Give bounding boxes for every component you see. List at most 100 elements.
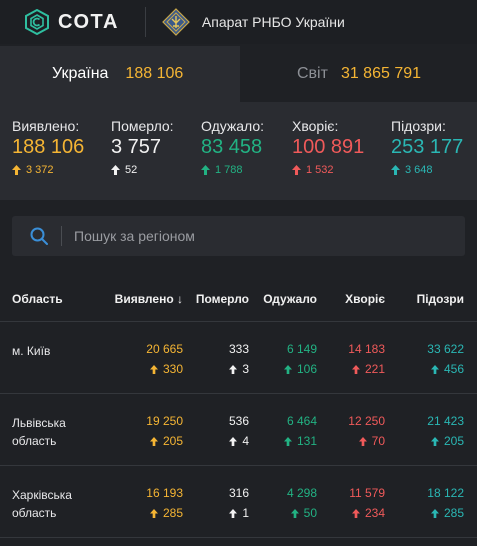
- cell-delta-value: 285: [162, 506, 183, 520]
- cell-delta: 285: [149, 506, 183, 520]
- stat-label: Підозри:: [391, 118, 446, 134]
- cell-value: 6 464: [286, 414, 317, 428]
- column-header-detected[interactable]: Виявлено ↓: [115, 292, 183, 306]
- arrow-up-icon: [430, 436, 439, 446]
- table-row[interactable]: м. Київ 20 665 330 333 3 6 149 106 14 183 221 33 …: [0, 322, 477, 394]
- cell-value: 18 122: [427, 486, 464, 500]
- cell-delta-value: 285: [443, 506, 464, 520]
- stat-value: 100 891: [292, 136, 365, 158]
- cell-delta-value: 70: [371, 434, 385, 448]
- arrow-up-icon: [12, 165, 21, 175]
- table-row[interactable]: Харківська область 16 193 285 316 1 4 298 50 11…: [0, 466, 477, 538]
- stat-delta: 1 788: [201, 164, 292, 176]
- column-header-recovered[interactable]: Одужало: [263, 292, 317, 306]
- sota-logo-icon: [25, 9, 49, 35]
- arrow-up-icon: [201, 165, 210, 175]
- cell-delta: 330: [149, 362, 183, 376]
- cell-delta-value: 131: [296, 434, 317, 448]
- cell-value: 21 423: [427, 414, 464, 428]
- sota-logo[interactable]: СОТА: [24, 9, 119, 35]
- brand-name: СОТА: [58, 10, 119, 33]
- cell-value: 20 665: [146, 342, 183, 356]
- cell-delta: 3: [229, 362, 249, 376]
- arrow-up-icon: [111, 165, 120, 175]
- cell-delta: 285: [430, 506, 464, 520]
- stat-delta-value: 1 532: [306, 164, 334, 176]
- table-header: Область Виявлено ↓ Померло Одужало Хворі…: [0, 274, 477, 322]
- column-header-deaths[interactable]: Померло: [195, 292, 249, 306]
- arrow-up-icon: [283, 364, 292, 374]
- stat-value: 188 106: [12, 136, 85, 158]
- cell-delta: 456: [430, 362, 464, 376]
- summary-stats: Виявлено: 188 106 3 372 Померло: 3 757 5…: [0, 102, 477, 200]
- cell-value: 4 298: [286, 486, 317, 500]
- stat-delta: 52: [111, 164, 201, 176]
- arrow-up-icon: [149, 436, 158, 446]
- tab-world[interactable]: Світ 31 865 791: [240, 46, 477, 102]
- column-header-sick[interactable]: Хворіє: [345, 292, 385, 306]
- sort-arrow-down-icon: ↓: [177, 292, 183, 306]
- cell-delta-value: 456: [443, 362, 464, 376]
- stat-value: 253 177: [391, 136, 464, 158]
- cell-delta: 106: [283, 362, 317, 376]
- stat-delta-value: 3 648: [405, 164, 433, 176]
- cell-delta-value: 330: [162, 362, 183, 376]
- arrow-up-icon: [149, 508, 158, 518]
- cell-value: 536: [228, 414, 249, 428]
- cell-value: 14 183: [348, 342, 385, 356]
- rnbo-emblem-icon: [162, 8, 190, 36]
- tab-label: Світ: [297, 65, 328, 82]
- arrow-up-icon: [149, 364, 158, 374]
- region-tabs: Україна 188 106 Світ 31 865 791: [0, 46, 477, 102]
- arrow-up-icon: [283, 436, 292, 446]
- column-header-region[interactable]: Область: [12, 292, 63, 306]
- region-name: м. Київ: [12, 344, 51, 358]
- cell-value: 19 250: [146, 414, 183, 428]
- stat-delta: 3 372: [12, 164, 111, 176]
- cell-delta: 70: [358, 434, 385, 448]
- cell-delta-value: 4: [242, 434, 249, 448]
- cell-delta: 221: [351, 362, 385, 376]
- column-header-label: Виявлено: [114, 292, 174, 306]
- cell-delta-value: 221: [364, 362, 385, 376]
- stat-suspected: Підозри: 253 177 3 648: [391, 118, 471, 198]
- column-header-suspected[interactable]: Підозри: [416, 292, 464, 306]
- search-icon[interactable]: [30, 227, 48, 245]
- cell-delta-value: 234: [364, 506, 385, 520]
- arrow-up-icon: [290, 508, 299, 518]
- tab-label: Україна: [52, 65, 109, 82]
- stat-label: Померло:: [111, 118, 174, 134]
- cell-value: 11 579: [349, 486, 385, 500]
- stat-label: Одужало:: [201, 118, 265, 134]
- cell-value: 333: [228, 342, 249, 356]
- arrow-up-icon: [292, 165, 301, 175]
- cell-value: 6 149: [286, 342, 317, 356]
- stat-detected: Виявлено: 188 106 3 372: [12, 118, 111, 198]
- search-box[interactable]: [12, 216, 465, 256]
- cell-delta-value: 1: [242, 506, 249, 520]
- table-row[interactable]: Львівська область 19 250 205 536 4 6 464 131 12…: [0, 394, 477, 466]
- tab-value: 188 106: [125, 65, 184, 82]
- cell-value: 33 622: [427, 342, 464, 356]
- tab-value: 31 865 791: [340, 65, 422, 82]
- cell-delta: 50: [290, 506, 317, 520]
- cell-value: 12 250: [348, 414, 385, 428]
- region-name: Харківська область: [12, 488, 72, 520]
- header-divider: [144, 7, 146, 37]
- arrow-up-icon: [229, 436, 238, 446]
- cell-delta: 234: [351, 506, 385, 520]
- stat-delta: 1 532: [292, 164, 391, 176]
- cell-delta-value: 205: [162, 434, 183, 448]
- arrow-up-icon: [430, 508, 439, 518]
- stat-delta: 3 648: [391, 164, 471, 176]
- stat-label: Хворіє:: [292, 118, 339, 134]
- arrow-up-icon: [358, 436, 367, 446]
- search-area: [0, 200, 477, 274]
- cell-delta: 4: [229, 434, 249, 448]
- stat-delta-value: 1 788: [215, 164, 243, 176]
- tab-ukraine[interactable]: Україна 188 106: [0, 46, 240, 102]
- search-input[interactable]: [74, 228, 434, 244]
- org-name: Апарат РНБО України: [201, 14, 345, 30]
- cell-delta-value: 205: [443, 434, 464, 448]
- stat-label: Виявлено:: [12, 118, 80, 134]
